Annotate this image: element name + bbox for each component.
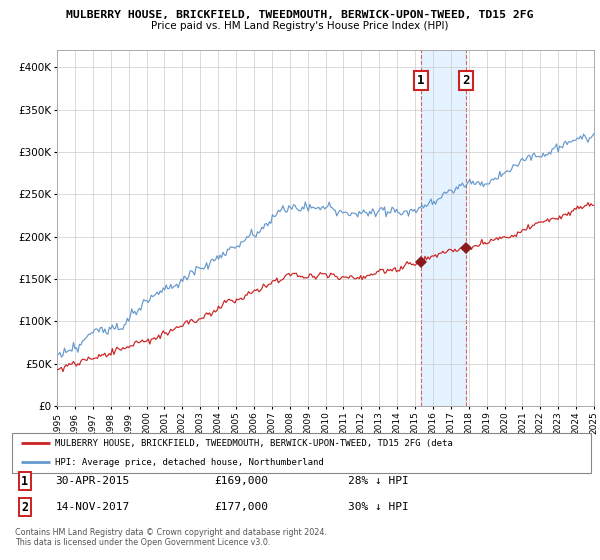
Text: 1: 1 (21, 475, 28, 488)
Text: HPI: Average price, detached house, Northumberland: HPI: Average price, detached house, Nort… (55, 458, 324, 467)
Text: MULBERRY HOUSE, BRICKFIELD, TWEEDMOUTH, BERWICK-UPON-TWEED, TD15 2FG: MULBERRY HOUSE, BRICKFIELD, TWEEDMOUTH, … (66, 10, 534, 20)
Text: 1: 1 (417, 74, 425, 87)
Text: £169,000: £169,000 (215, 477, 269, 486)
Text: £177,000: £177,000 (215, 502, 269, 512)
Text: 2: 2 (21, 501, 28, 514)
Text: Contains HM Land Registry data © Crown copyright and database right 2024.: Contains HM Land Registry data © Crown c… (15, 528, 327, 536)
Text: 14-NOV-2017: 14-NOV-2017 (55, 502, 130, 512)
Text: Price paid vs. HM Land Registry's House Price Index (HPI): Price paid vs. HM Land Registry's House … (151, 21, 449, 31)
Text: 28% ↓ HPI: 28% ↓ HPI (348, 477, 409, 486)
Text: MULBERRY HOUSE, BRICKFIELD, TWEEDMOUTH, BERWICK-UPON-TWEED, TD15 2FG (deta: MULBERRY HOUSE, BRICKFIELD, TWEEDMOUTH, … (55, 439, 453, 448)
Bar (421, 50, 466, 406)
Text: This data is licensed under the Open Government Licence v3.0.: This data is licensed under the Open Gov… (15, 538, 271, 547)
Text: 30% ↓ HPI: 30% ↓ HPI (348, 502, 409, 512)
FancyBboxPatch shape (12, 433, 591, 473)
Text: 30-APR-2015: 30-APR-2015 (55, 477, 130, 486)
Text: 2: 2 (463, 74, 470, 87)
